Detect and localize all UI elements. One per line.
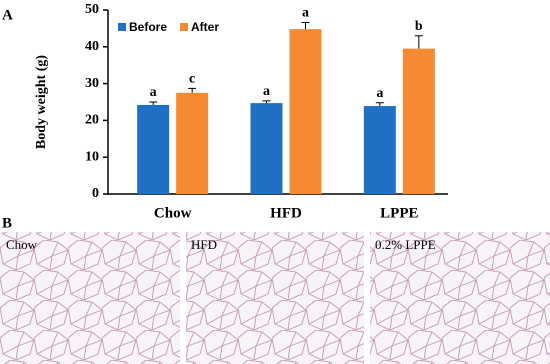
legend-swatch bbox=[180, 23, 188, 31]
histology-image bbox=[370, 232, 550, 364]
panel-label: B bbox=[2, 215, 12, 231]
legend-swatch bbox=[118, 23, 126, 31]
y-tick-label: 40 bbox=[85, 39, 99, 54]
image-label: HFD bbox=[191, 237, 217, 252]
significance-letter: a bbox=[376, 86, 383, 101]
bar bbox=[137, 104, 170, 194]
significance-letter: b bbox=[415, 19, 423, 34]
legend-label: After bbox=[191, 20, 219, 34]
x-tick-label: HFD bbox=[270, 205, 302, 221]
histology-image bbox=[0, 232, 180, 364]
error-bar bbox=[301, 22, 310, 30]
significance-letter: a bbox=[302, 6, 309, 21]
x-tick-label: LPPE bbox=[380, 205, 418, 221]
error-bar bbox=[414, 35, 423, 49]
y-tick-label: 20 bbox=[85, 113, 99, 128]
bar bbox=[402, 48, 435, 194]
y-tick-label: 50 bbox=[85, 2, 99, 17]
y-axis-title: Body weight (g) bbox=[34, 55, 49, 149]
image-label: 0.2% LPPE bbox=[375, 237, 436, 252]
bar bbox=[289, 29, 322, 194]
panel-label: A bbox=[2, 7, 13, 23]
significance-letter: a bbox=[150, 85, 157, 100]
error-bar bbox=[375, 102, 384, 107]
significance-letter: a bbox=[263, 84, 270, 99]
error-bar bbox=[188, 87, 197, 93]
legend-label: Before bbox=[129, 20, 167, 34]
bar bbox=[250, 103, 283, 194]
x-tick-label: Chow bbox=[154, 205, 192, 221]
error-bar bbox=[149, 101, 158, 105]
bar bbox=[363, 106, 396, 194]
y-tick-label: 10 bbox=[85, 149, 99, 164]
significance-letter: c bbox=[189, 72, 195, 87]
image-label: Chow bbox=[6, 237, 38, 252]
histology-image bbox=[186, 232, 364, 364]
y-tick-label: 0 bbox=[92, 186, 99, 201]
bar bbox=[176, 92, 209, 194]
y-tick-label: 30 bbox=[85, 76, 99, 91]
error-bar bbox=[262, 100, 271, 104]
